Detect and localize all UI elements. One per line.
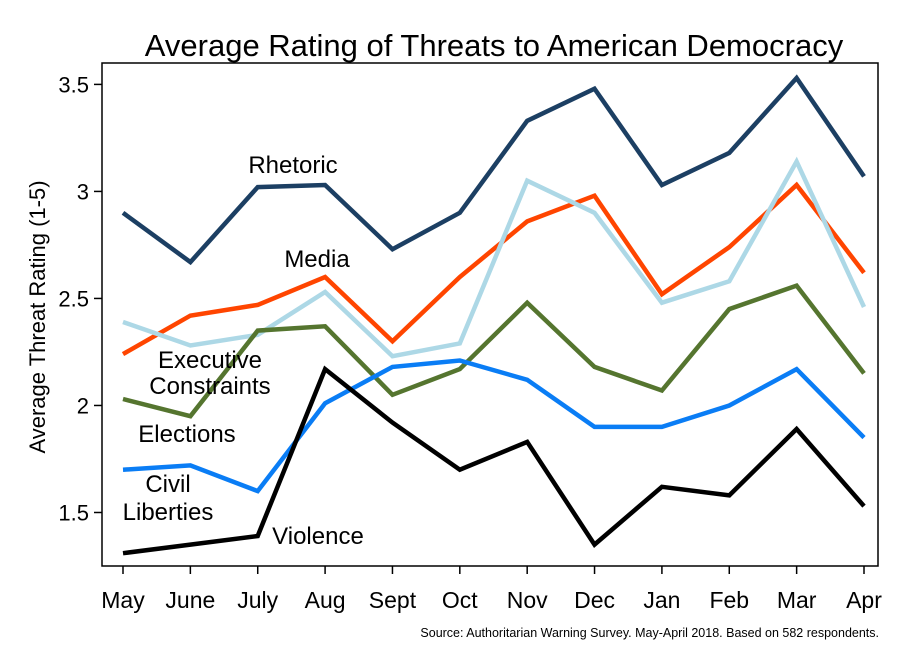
annotation-media: Media bbox=[284, 246, 350, 273]
series-line-violence bbox=[122, 365, 866, 556]
y-axis-label: Average Threat Rating (1-5) bbox=[25, 180, 50, 453]
y-tick-label: 3.5 bbox=[58, 72, 89, 97]
series-lines bbox=[121, 74, 867, 556]
source-note: Source: Authoritarian Warning Survey. Ma… bbox=[420, 626, 879, 640]
series-line-media bbox=[121, 181, 866, 357]
x-tick-label: Feb bbox=[709, 587, 749, 613]
plot-frame bbox=[101, 62, 879, 567]
annotation-constraints: Constraints bbox=[149, 373, 270, 400]
x-tick-label: Sept bbox=[369, 587, 417, 613]
x-tick-label: Nov bbox=[507, 587, 548, 613]
annotation-elections: Elections bbox=[138, 421, 235, 448]
annotation-liberties: Liberties bbox=[123, 499, 214, 526]
y-tick-label: 2 bbox=[77, 393, 89, 418]
series-line-executive-constraints bbox=[122, 156, 867, 359]
series-line-rhetoric bbox=[121, 74, 866, 266]
x-tick-label: May bbox=[101, 587, 145, 613]
annotation-violence: Violence bbox=[272, 523, 364, 550]
annotation-executive: Executive bbox=[158, 347, 262, 374]
x-tick-label: June bbox=[165, 587, 215, 613]
y-tick-label: 1.5 bbox=[58, 500, 89, 525]
y-tick-label: 2.5 bbox=[58, 286, 89, 311]
y-axis-ticks: 1.5 2 2.5 3 3.5 bbox=[58, 72, 102, 525]
series-annotations: Rhetoric Media Executive Constraints Ele… bbox=[123, 152, 364, 550]
x-tick-label: Oct bbox=[442, 587, 478, 613]
x-tick-label: Jan bbox=[643, 587, 680, 613]
x-tick-label: Aug bbox=[305, 587, 346, 613]
x-axis-ticks: May June July Aug Sept Oct Nov Dec Jan Feb Mar Apr bbox=[101, 566, 882, 613]
series-line-civil-liberties bbox=[122, 358, 866, 494]
y-tick-label: 3 bbox=[77, 179, 89, 204]
x-tick-label: July bbox=[237, 587, 278, 613]
series-line-elections bbox=[122, 282, 866, 419]
chart-title: Average Rating of Threats to American De… bbox=[145, 28, 844, 63]
x-tick-label: Apr bbox=[846, 587, 882, 613]
x-tick-label: Dec bbox=[574, 587, 615, 613]
annotation-civil: Civil bbox=[145, 471, 190, 498]
x-tick-label: Mar bbox=[777, 587, 817, 613]
annotation-rhetoric: Rhetoric bbox=[248, 152, 337, 179]
